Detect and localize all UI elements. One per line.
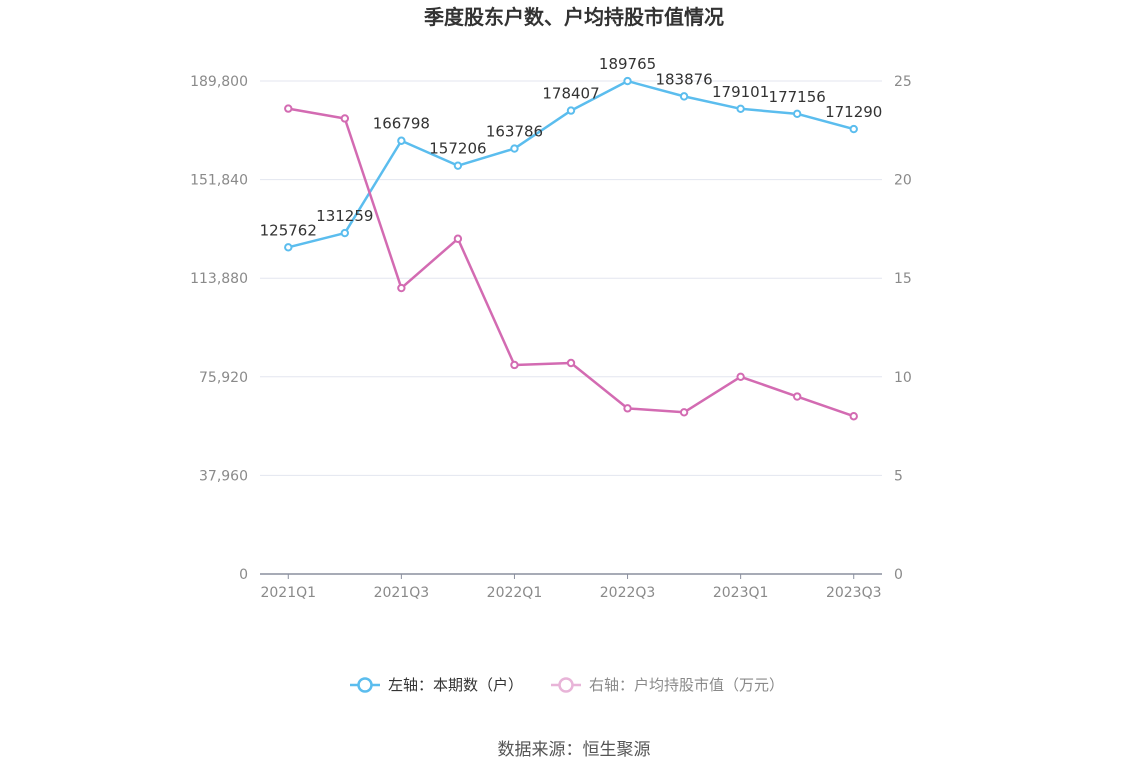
legend[interactable]: 左轴：本期数（户） 右轴：户均持股市值（万元） — [350, 676, 784, 694]
data-point-right — [849, 412, 858, 421]
legend-marker-icon — [357, 677, 373, 693]
data-point-right — [284, 104, 293, 113]
series-layer — [284, 76, 858, 421]
data-label: 166798 — [373, 115, 430, 133]
legend-label: 右轴：户均持股市值（万元） — [589, 676, 784, 694]
right-tick-label: 20 — [894, 173, 912, 189]
data-label: 179101 — [712, 83, 769, 101]
data-point-left — [453, 161, 463, 170]
data-point-right — [679, 408, 689, 417]
axes: 0 0 37,960 5 75,920 10 113,880 15 151,840 20 189,8… — [190, 74, 912, 601]
data-point-right — [397, 283, 406, 293]
data-label: 157206 — [429, 140, 486, 158]
series-line-right — [288, 107, 855, 418]
data-point-left — [792, 109, 802, 119]
data-label: 177156 — [769, 88, 826, 106]
chart-title: 季度股东户数、户均持股市值情况 — [423, 5, 724, 29]
data-label: 178407 — [542, 85, 599, 103]
data-point-left — [340, 228, 350, 238]
left-tick-label: 0 — [239, 567, 248, 583]
data-label: 183876 — [655, 70, 712, 88]
data-point-right — [736, 372, 745, 381]
x-tick-label: 2023Q3 — [826, 585, 882, 601]
x-tick-label: 2022Q1 — [487, 585, 543, 601]
left-tick-label: 75,920 — [199, 370, 248, 386]
data-point-right — [510, 360, 519, 370]
grid — [260, 80, 882, 476]
x-tick-label: 2021Q3 — [374, 585, 430, 601]
data-point-left — [849, 124, 858, 134]
data-label: 163786 — [486, 123, 543, 141]
legend-label: 左轴：本期数（户） — [388, 676, 523, 694]
left-tick-label: 113,880 — [190, 271, 248, 287]
right-tick-label: 0 — [894, 567, 903, 583]
x-tick-label: 2023Q1 — [713, 585, 769, 601]
data-point-right — [453, 234, 463, 243]
data-label: 189765 — [599, 55, 656, 73]
right-tick-label: 10 — [894, 370, 912, 386]
data-label: 131259 — [316, 207, 373, 225]
data-point-right — [340, 114, 350, 123]
legend-item-right[interactable]: 右轴：户均持股市值（万元） — [551, 676, 784, 694]
right-tick-label: 5 — [894, 468, 903, 484]
left-tick-label: 37,960 — [199, 468, 248, 484]
data-point-left — [566, 106, 576, 115]
legend-item-left[interactable]: 左轴：本期数（户） — [350, 676, 523, 694]
x-tick-label: 2021Q1 — [260, 585, 316, 601]
source-note: 数据来源：恒生聚源 — [498, 740, 651, 760]
data-label: 171290 — [825, 103, 882, 121]
data-point-left — [284, 243, 293, 252]
data-point-right — [623, 404, 632, 413]
right-tick-label: 15 — [894, 271, 912, 287]
left-tick-label: 189,800 — [190, 74, 248, 90]
data-point-left — [397, 136, 406, 145]
x-tick-label: 2022Q3 — [600, 585, 656, 601]
left-tick-label: 151,840 — [190, 173, 248, 189]
data-point-left — [623, 76, 632, 86]
right-tick-label: 25 — [894, 74, 912, 90]
data-point-left — [736, 104, 745, 113]
legend-marker-icon — [558, 677, 574, 693]
data-label: 125762 — [260, 221, 317, 239]
data-point-right — [792, 392, 802, 401]
data-point-right — [566, 358, 576, 368]
data-point-left — [679, 92, 689, 101]
data-point-left — [510, 144, 519, 153]
